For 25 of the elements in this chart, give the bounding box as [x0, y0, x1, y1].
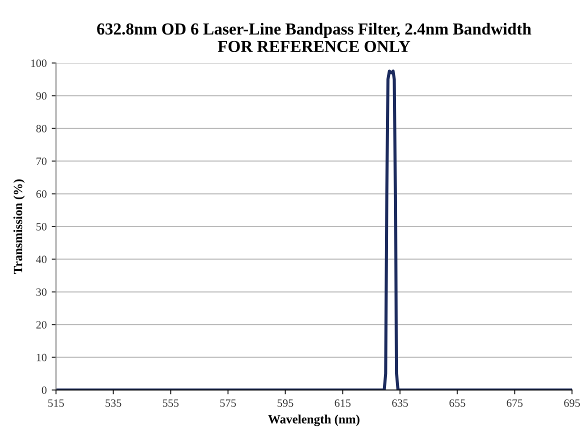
x-tick-label: 535	[106, 399, 122, 407]
y-tick-label: 50	[36, 222, 47, 230]
x-tick-label: 655	[449, 399, 466, 407]
x-tick-label: 595	[278, 399, 294, 407]
line-series	[56, 70, 572, 390]
x-axis-title: Wavelength (nm)	[268, 414, 360, 426]
y-tick-label: 30	[36, 288, 47, 296]
x-tick-label: 635	[392, 399, 408, 407]
x-tick-label: 555	[162, 399, 179, 407]
y-tick-label: 40	[36, 256, 47, 264]
y-tick-label: 80	[36, 124, 47, 132]
y-tick-label: 70	[36, 158, 47, 166]
y-tick-label: 90	[36, 92, 47, 100]
y-tick-label: 60	[36, 190, 47, 198]
chart-title: 632.8nm OD 6 Laser-Line Bandpass Filter, 2.4nm Bandwidth FOR REFERENCE ONLY	[97, 22, 532, 52]
x-tick-label: 615	[334, 399, 351, 407]
y-tick-label: 100	[31, 59, 47, 67]
x-tick-label: 575	[220, 399, 236, 407]
x-tick-label: 675	[506, 399, 523, 407]
y-tick-label: 10	[36, 354, 47, 362]
y-axis-title: Transmission (%)	[13, 179, 25, 274]
y-tick-label: 20	[36, 321, 47, 329]
x-tick-label: 695	[564, 399, 580, 407]
x-tick-label: 515	[48, 399, 64, 407]
y-tick-label: 0	[42, 386, 47, 394]
